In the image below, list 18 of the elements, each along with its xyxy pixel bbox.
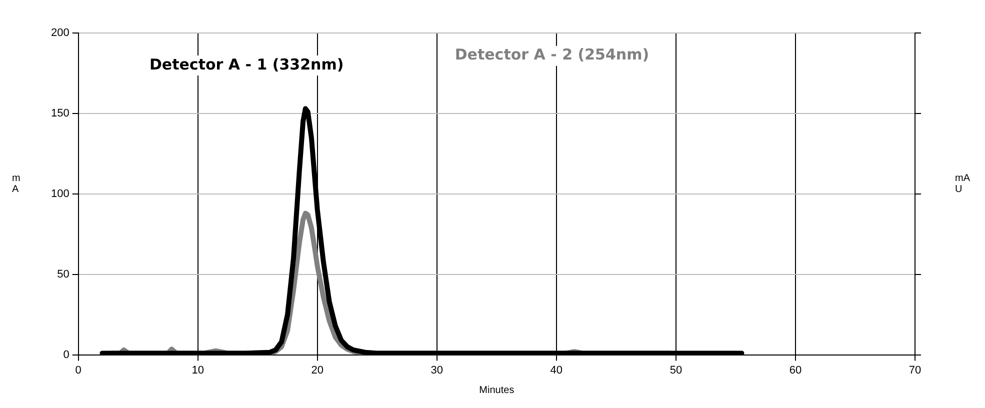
y-tick-label: 100 <box>50 188 70 200</box>
x-tick-label: 10 <box>192 364 204 376</box>
y-tick-label: 200 <box>50 27 70 40</box>
y-tick-label: 0 <box>63 348 70 361</box>
text: Detector A - 2 (254nm) <box>454 46 650 64</box>
x-tick-label: 40 <box>550 364 563 376</box>
x-tick-label: 70 <box>908 364 922 376</box>
x-tick-label: 50 <box>670 364 682 376</box>
y-tick-label: 50 <box>57 268 70 280</box>
x-tick-label: 60 <box>789 364 802 376</box>
x-axis-title: Minutes <box>479 384 514 396</box>
x-tick-label: 30 <box>430 364 444 376</box>
y-tick-label: 150 <box>50 107 70 120</box>
y-axis-title: mA <box>12 172 21 195</box>
y2-axis-title: mAU <box>955 172 971 195</box>
x-tick-label: 0 <box>75 364 82 376</box>
text: Detector A - 1 (332nm) <box>149 55 344 74</box>
x-tick-label: 20 <box>311 364 324 376</box>
